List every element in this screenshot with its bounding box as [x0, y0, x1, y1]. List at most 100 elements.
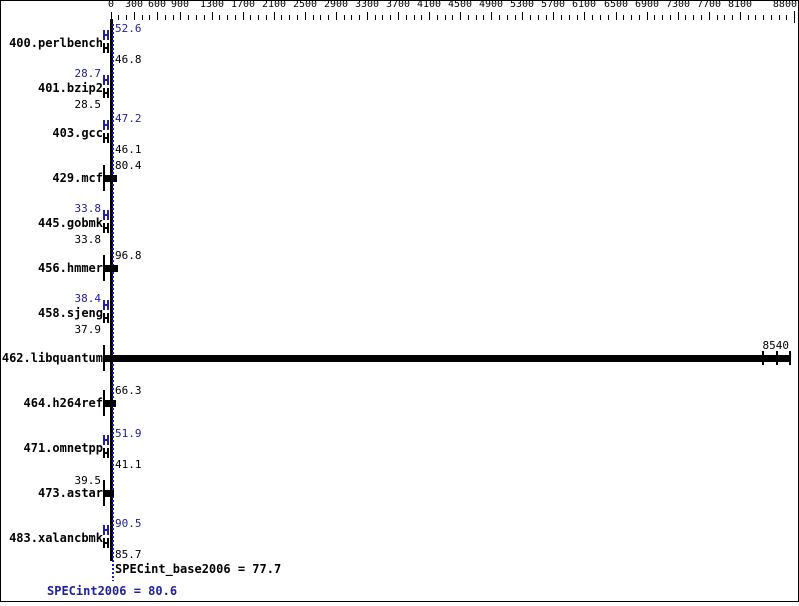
x-axis-minor-tick: [515, 15, 516, 20]
x-axis-minor-tick: [546, 15, 547, 20]
peak-marker: [103, 439, 109, 441]
x-axis-major-tick: [180, 12, 181, 20]
x-axis-minor-tick: [662, 15, 663, 20]
benchmark-label: 464.h264ref: [23, 396, 103, 410]
base-marker: [103, 317, 109, 319]
peak-value-label: 28.7: [74, 67, 102, 80]
x-axis-tick-label: 8100: [727, 0, 753, 10]
x-axis-minor-tick: [724, 15, 725, 20]
x-axis-minor-tick: [382, 15, 383, 20]
peak-value-label: 38.4: [74, 292, 102, 305]
x-axis-minor-tick: [608, 15, 609, 20]
x-axis-minor-tick: [763, 15, 764, 20]
x-axis-minor-tick: [600, 15, 601, 20]
x-axis-minor-tick: [639, 15, 640, 20]
x-axis-minor-tick: [507, 15, 508, 20]
x-axis-major-tick: [212, 12, 213, 20]
x-axis-minor-tick: [670, 15, 671, 20]
x-axis-tick-label: 6900: [634, 0, 660, 10]
benchmark-label: 471.omnetpp: [23, 441, 103, 455]
footer-base-mean-text: SPECint_base2006 = 77.7: [115, 562, 282, 576]
base-value-label: 46.1: [115, 143, 142, 156]
x-axis-minor-tick: [445, 15, 446, 20]
x-axis-major-tick: [584, 12, 585, 20]
x-axis-major-tick: [522, 12, 523, 20]
x-axis-major-tick: [794, 11, 795, 23]
x-axis-minor-tick: [437, 15, 438, 20]
base-value-label: 46.8: [115, 53, 142, 66]
x-axis-tick-label: 5300: [509, 0, 535, 10]
x-axis-major-tick: [647, 12, 648, 20]
base-marker: [103, 452, 109, 454]
x-axis-tick-label: 3300: [354, 0, 380, 10]
benchmark-label: 445.gobmk: [37, 216, 103, 230]
x-axis-minor-tick: [771, 15, 772, 20]
peak-value-label: 52.6: [115, 22, 142, 35]
x-axis-minor-tick: [786, 15, 787, 20]
base-value-label: 85.7: [115, 548, 142, 561]
base-value-label: 41.1: [115, 458, 142, 471]
bar-end-tick: [789, 351, 791, 365]
x-axis-major-tick: [336, 12, 337, 20]
x-axis-minor-tick: [359, 15, 360, 20]
x-axis-minor-tick: [313, 15, 314, 20]
benchmark-label: 462.libquantum: [1, 351, 103, 365]
base-value-label: 28.5: [74, 98, 102, 111]
x-axis-minor-tick: [227, 15, 228, 20]
x-axis-minor-tick: [538, 15, 539, 20]
x-axis-minor-tick: [592, 15, 593, 20]
x-axis-tick-label: 7300: [665, 0, 691, 10]
x-axis-minor-tick: [320, 15, 321, 20]
bar-bracket: [103, 165, 105, 191]
x-axis-minor-tick: [732, 15, 733, 20]
x-axis-major-tick: [616, 12, 617, 20]
x-axis-minor-tick: [623, 15, 624, 20]
x-axis-major-tick: [367, 12, 368, 20]
x-axis-tick-label: 2100: [261, 0, 287, 10]
x-axis-major-tick: [243, 12, 244, 20]
benchmark-label: 401.bzip2: [37, 81, 103, 95]
base-value-label: 33.8: [74, 233, 102, 246]
x-axis-minor-tick: [250, 15, 251, 20]
x-axis-minor-tick: [577, 15, 578, 20]
x-axis-tick-label: 5700: [540, 0, 566, 10]
bar-bracket: [103, 345, 105, 371]
x-axis-minor-tick: [717, 15, 718, 20]
peak-value-label: 33.8: [74, 202, 102, 215]
x-axis-major-tick: [709, 12, 710, 20]
x-axis-tick-label: 900: [170, 0, 190, 10]
x-axis-major-tick: [134, 12, 135, 20]
x-axis-minor-tick: [281, 15, 282, 20]
single-bar: [105, 265, 118, 272]
x-axis-minor-tick: [149, 15, 150, 20]
x-axis-minor-tick: [748, 15, 749, 20]
x-axis-minor-tick: [561, 15, 562, 20]
x-axis-minor-tick: [289, 15, 290, 20]
base-marker: [103, 92, 109, 94]
base-marker: [103, 47, 109, 49]
x-axis-tick-label: 1700: [230, 0, 256, 10]
x-axis-minor-tick: [126, 15, 127, 20]
x-axis-minor-tick: [483, 15, 484, 20]
bar-bracket: [103, 255, 105, 281]
peak-value-label: 51.9: [115, 427, 142, 440]
x-axis-major-tick: [274, 12, 275, 20]
x-axis-minor-tick: [468, 15, 469, 20]
benchmark-label: 429.mcf: [52, 171, 103, 185]
x-axis-major-tick: [491, 12, 492, 20]
x-axis-minor-tick: [118, 15, 119, 20]
x-axis-minor-tick: [204, 15, 205, 20]
x-axis-major-tick: [111, 12, 112, 20]
benchmark-label: 473.astar: [37, 486, 103, 500]
x-axis-tick-label: 2500: [292, 0, 318, 10]
peak-mean-line: [112, 24, 114, 581]
single-bar: [105, 175, 117, 182]
x-axis-tick-label: 0: [107, 0, 115, 10]
bar-bracket: [103, 390, 105, 416]
x-axis-tick-label: 4900: [478, 0, 504, 10]
x-axis-minor-tick: [219, 15, 220, 20]
x-axis-minor-tick: [631, 15, 632, 20]
x-axis-minor-tick: [701, 15, 702, 20]
x-axis-minor-tick: [266, 15, 267, 20]
